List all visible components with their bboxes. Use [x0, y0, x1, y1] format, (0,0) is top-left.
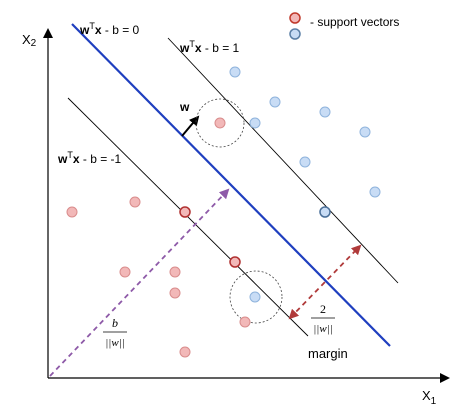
blue-point	[229, 66, 241, 78]
red-point	[129, 196, 141, 208]
offset-denominator: ||w||	[105, 337, 124, 349]
blue-point	[249, 291, 261, 303]
highlight-circle-upper	[195, 98, 245, 148]
margin-denominator: ||w||	[313, 323, 332, 335]
red-point	[169, 287, 181, 299]
red-support-vector	[229, 256, 241, 268]
highlight-circle-lower	[229, 270, 283, 324]
lower-margin-line	[67, 97, 309, 337]
red-point	[169, 266, 181, 278]
offset-numerator: b	[112, 316, 118, 330]
red-support-vector	[179, 206, 191, 218]
x-axis-label: X1	[422, 388, 437, 407]
normal-vector-arrow	[181, 115, 200, 137]
red-point	[239, 316, 251, 328]
red-points	[66, 117, 251, 358]
red-point	[214, 117, 226, 129]
margin-arrow	[288, 244, 362, 320]
blue-point	[359, 126, 371, 138]
upper-margin-line	[167, 37, 399, 284]
legend-red-marker	[289, 12, 301, 24]
blue-support-vector	[319, 206, 331, 218]
axes: X2 X1	[22, 28, 450, 407]
offset-fraction: b ||w||	[103, 316, 127, 349]
blue-point	[269, 96, 281, 108]
decision-boundary-label: wTx - b = 0	[79, 21, 140, 37]
blue-point	[369, 186, 381, 198]
y-axis-label: X2	[22, 32, 37, 49]
legend: - support vectors	[289, 12, 399, 40]
lower-margin-label: wTx - b = -1	[57, 150, 122, 166]
margin-label: margin	[308, 346, 348, 361]
legend-blue-marker	[289, 28, 301, 40]
red-point	[119, 266, 131, 278]
blue-point	[299, 156, 311, 168]
margin-fraction: 2 ||w||	[311, 302, 335, 335]
offset-arrow	[49, 188, 230, 377]
normal-vector-label: w	[179, 100, 190, 114]
blue-points	[229, 66, 381, 303]
margin-numerator: 2	[320, 302, 326, 316]
red-point	[179, 346, 191, 358]
blue-point	[249, 117, 261, 129]
red-point	[66, 206, 78, 218]
upper-margin-label: wTx - b = 1	[179, 39, 240, 55]
blue-point	[319, 106, 331, 118]
legend-text: - support vectors	[310, 15, 399, 29]
